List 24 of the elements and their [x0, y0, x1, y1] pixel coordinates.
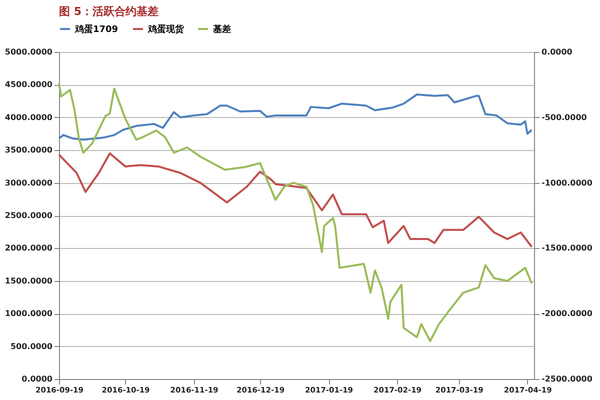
chart-title: 图 5：活跃合约基差: [59, 5, 158, 18]
y-tick-label: 4000.0000: [4, 112, 53, 122]
legend-label: 基差: [212, 24, 231, 35]
y2-tick-label: 0.0000: [542, 48, 573, 56]
y-tick-label: 500.0000: [10, 342, 53, 351]
y-tick-label: 2000.0000: [4, 244, 53, 253]
y2-tick-label: -1000.0000: [542, 178, 593, 188]
y-tick-label: 1000.0000: [4, 309, 53, 318]
y-tick-label: 4500.0000: [4, 80, 53, 90]
y2-tick-label: -1500.0000: [542, 244, 593, 253]
y-tick-label: 5000.0000: [4, 48, 53, 56]
y2-tick-label: -2500.0000: [542, 374, 593, 384]
y-tick-label: 2500.0000: [4, 211, 53, 220]
legend-label: 鸡蛋1709: [74, 24, 118, 35]
y2-tick-label: -500.0000: [542, 112, 588, 122]
line-series: [58, 82, 533, 342]
line-series: [58, 152, 533, 248]
line-series: [58, 94, 533, 141]
y-tick-label: 0.0000: [22, 374, 53, 384]
y-tick-label: 1500.0000: [4, 276, 53, 286]
legend-label: 鸡蛋现货: [147, 24, 185, 35]
y2-tick-label: -2000.0000: [542, 309, 593, 318]
y-tick-label: 3000.0000: [4, 178, 53, 188]
y-tick-label: 3500.0000: [4, 146, 53, 155]
